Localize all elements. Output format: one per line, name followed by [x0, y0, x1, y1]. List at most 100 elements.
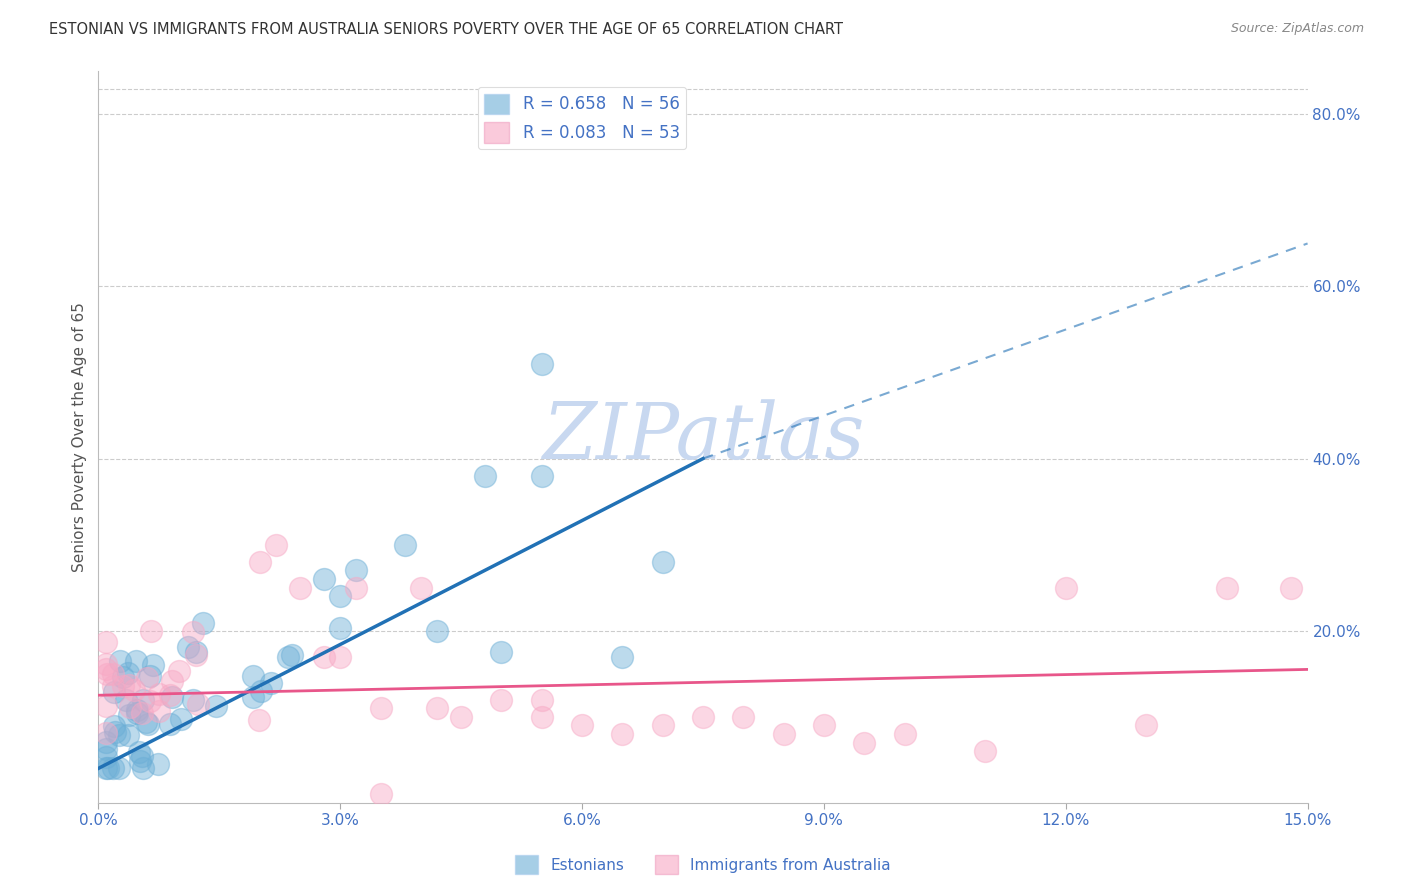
Point — [426, 701, 449, 715]
Point — [242, 690, 264, 705]
Point — [329, 621, 352, 635]
Point — [96, 635, 118, 649]
Point — [131, 749, 153, 764]
Point — [181, 624, 204, 639]
Legend: Estonians, Immigrants from Australia: Estonians, Immigrants from Australia — [509, 849, 897, 880]
Point — [612, 649, 634, 664]
Legend: R = 0.658   N = 56, R = 0.083   N = 53: R = 0.658 N = 56, R = 0.083 N = 53 — [478, 87, 686, 149]
Point — [1054, 581, 1077, 595]
Text: ZIPatlas: ZIPatlas — [541, 399, 865, 475]
Point — [148, 687, 170, 701]
Point — [277, 649, 299, 664]
Point — [187, 698, 209, 712]
Point — [103, 680, 125, 694]
Point — [370, 701, 392, 715]
Point — [96, 698, 118, 713]
Point — [530, 468, 553, 483]
Point — [104, 724, 127, 739]
Point — [530, 692, 553, 706]
Point — [813, 718, 835, 732]
Point — [132, 761, 155, 775]
Point — [118, 707, 141, 722]
Point — [733, 710, 755, 724]
Point — [124, 654, 146, 668]
Point — [118, 678, 141, 692]
Point — [264, 538, 287, 552]
Point — [117, 665, 139, 680]
Point — [772, 727, 794, 741]
Point — [651, 555, 673, 569]
Point — [135, 715, 157, 730]
Point — [1216, 581, 1239, 595]
Point — [131, 706, 153, 721]
Point — [450, 710, 472, 724]
Point — [129, 754, 152, 768]
Point — [115, 692, 138, 706]
Point — [135, 672, 157, 686]
Point — [242, 669, 264, 683]
Point — [112, 679, 135, 693]
Point — [117, 728, 139, 742]
Y-axis label: Seniors Poverty Over the Age of 65: Seniors Poverty Over the Age of 65 — [72, 302, 87, 572]
Point — [159, 717, 181, 731]
Point — [370, 787, 392, 801]
Point — [110, 654, 132, 668]
Point — [344, 581, 367, 595]
Point — [136, 717, 159, 731]
Point — [97, 761, 120, 775]
Text: ESTONIAN VS IMMIGRANTS FROM AUSTRALIA SENIORS POVERTY OVER THE AGE OF 65 CORRELA: ESTONIAN VS IMMIGRANTS FROM AUSTRALIA SE… — [49, 22, 844, 37]
Point — [141, 624, 163, 638]
Point — [118, 699, 141, 714]
Point — [122, 683, 145, 698]
Point — [96, 662, 118, 676]
Point — [329, 589, 352, 603]
Point — [612, 727, 634, 741]
Point — [138, 669, 160, 683]
Point — [132, 693, 155, 707]
Point — [260, 676, 283, 690]
Point — [193, 615, 215, 630]
Point — [288, 581, 311, 595]
Text: Source: ZipAtlas.com: Source: ZipAtlas.com — [1230, 22, 1364, 36]
Point — [974, 744, 997, 758]
Point — [146, 757, 169, 772]
Point — [329, 649, 352, 664]
Point — [893, 727, 915, 741]
Point — [281, 648, 304, 662]
Point — [1281, 581, 1303, 595]
Point — [249, 555, 271, 569]
Point — [96, 735, 118, 749]
Point — [474, 468, 496, 483]
Point — [128, 745, 150, 759]
Point — [159, 688, 181, 702]
Point — [204, 699, 226, 714]
Point — [491, 692, 513, 706]
Point — [491, 645, 513, 659]
Point — [167, 665, 190, 679]
Point — [853, 735, 876, 749]
Point — [111, 670, 134, 684]
Point — [96, 742, 118, 756]
Point — [108, 728, 131, 742]
Point — [127, 706, 149, 720]
Point — [160, 673, 183, 688]
Point — [530, 357, 553, 371]
Point — [530, 710, 553, 724]
Point — [247, 713, 270, 727]
Point — [160, 690, 183, 705]
Point — [107, 761, 129, 775]
Point — [96, 750, 118, 764]
Point — [181, 693, 204, 707]
Point — [571, 718, 593, 732]
Point — [103, 761, 125, 775]
Point — [651, 718, 673, 732]
Point — [314, 649, 336, 664]
Point — [409, 581, 432, 595]
Point — [103, 685, 125, 699]
Point — [184, 648, 207, 662]
Point — [96, 667, 118, 681]
Point — [142, 657, 165, 672]
Point — [101, 667, 124, 681]
Point — [344, 564, 367, 578]
Point — [314, 572, 336, 586]
